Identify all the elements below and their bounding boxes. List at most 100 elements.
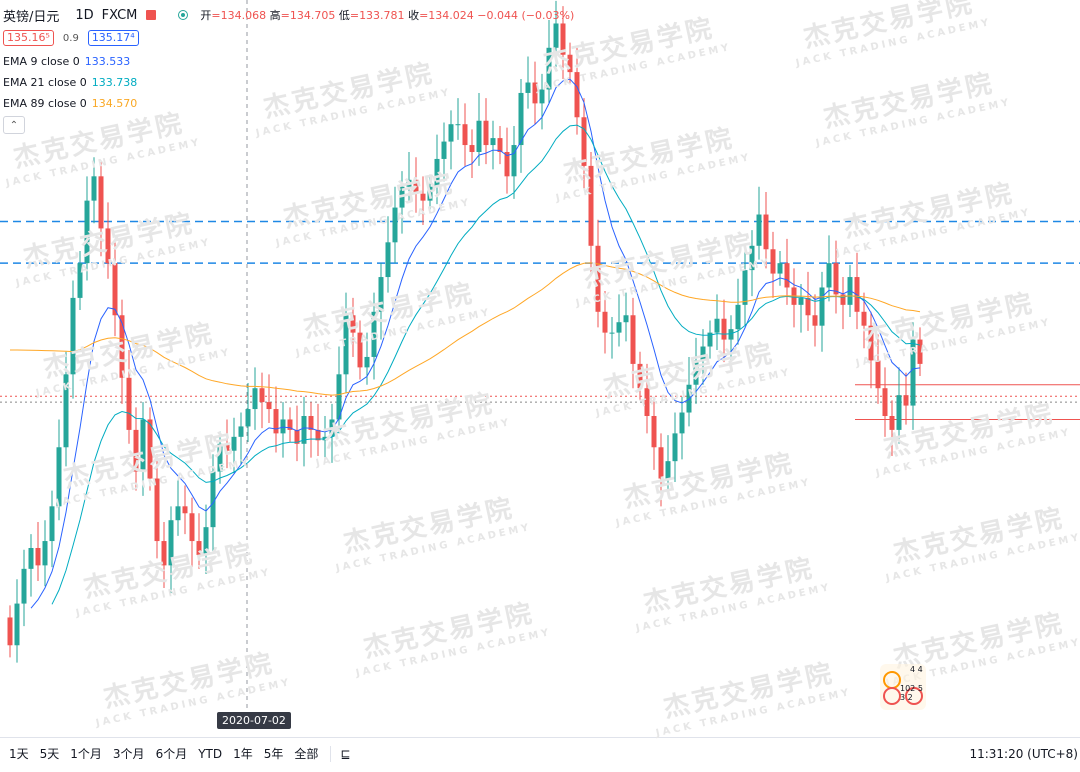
range-ytd[interactable]: YTD: [198, 746, 223, 761]
candle-body: [84, 200, 90, 264]
crosshair-date-label: 2020-07-02: [217, 712, 291, 729]
candle-body: [273, 409, 279, 434]
interval[interactable]: 1D: [75, 7, 94, 23]
candle-body: [455, 124, 461, 126]
signal-badge-icon: [880, 664, 926, 710]
candle-body: [784, 263, 790, 288]
candle-body: [630, 315, 636, 364]
ema9-line: [30, 78, 921, 609]
symbol-name[interactable]: 英镑/日元: [3, 9, 60, 25]
candle-body: [63, 374, 69, 448]
candle-body: [203, 527, 209, 555]
chart-area[interactable]: 186月1522208月179月1510月1911月1612月 杰克交易学院JA…: [0, 0, 1080, 739]
candle-body: [483, 120, 489, 146]
candle-body: [427, 186, 433, 201]
candle-body: [546, 47, 552, 90]
candle-body: [798, 297, 804, 305]
candle-body: [833, 263, 839, 295]
candle-body: [448, 124, 454, 142]
candle-body: [875, 360, 881, 389]
candle-body: [14, 603, 20, 646]
candle-body: [21, 568, 27, 604]
candle-body: [413, 179, 419, 194]
candle-body: [672, 433, 678, 462]
candle-body: [721, 318, 727, 340]
candle-body: [539, 89, 545, 104]
candle-body: [665, 461, 671, 479]
candle-body: [553, 23, 559, 48]
candle-body: [119, 315, 125, 378]
candle-body: [679, 412, 685, 434]
candle-body: [623, 315, 629, 323]
candle-body: [175, 506, 181, 521]
candle-body: [161, 541, 167, 566]
candle-body: [518, 92, 524, 146]
clock[interactable]: 11:31:20 (UTC+8): [969, 746, 1078, 761]
ask-price[interactable]: 135.17⁴: [87, 30, 139, 46]
candle-body: [315, 429, 321, 441]
ema21-line: [51, 124, 921, 605]
candle-body: [56, 447, 62, 507]
candle-body: [224, 443, 230, 451]
candle-body: [714, 318, 720, 333]
candle-body: [840, 294, 846, 305]
candle-body: [819, 287, 825, 326]
range-5d[interactable]: 5天: [39, 747, 60, 761]
range-5y[interactable]: 5年: [263, 747, 284, 761]
quote-row: 135.16⁵ 0.9 135.17⁴: [3, 28, 574, 48]
candle-body: [196, 541, 202, 555]
candle-body: [616, 322, 622, 333]
candle-body: [378, 277, 384, 312]
candle-body: [259, 388, 265, 403]
candle-body: [287, 419, 293, 430]
candle-body: [756, 214, 762, 246]
price-chart[interactable]: 186月1522208月179月1510月1911月1612月: [0, 0, 1080, 712]
candle-body: [364, 356, 370, 368]
candle-body: [651, 416, 657, 448]
indicator-ema9[interactable]: EMA 9 close 0 133.533: [3, 55, 131, 68]
bid-price[interactable]: 135.16⁵: [3, 30, 54, 46]
candle-body: [217, 443, 223, 472]
candle-body: [231, 436, 237, 451]
candle-body: [602, 311, 608, 333]
go-to-date-icon[interactable]: ⊑: [340, 746, 351, 761]
candle-body: [35, 548, 41, 566]
range-1m[interactable]: 1个月: [70, 747, 102, 761]
collapse-legend-button[interactable]: ⌃: [3, 116, 25, 134]
badge-count-top: 4 4: [910, 665, 923, 674]
candle-body: [525, 82, 531, 93]
indicator-ema89[interactable]: EMA 89 close 0 134.570: [3, 97, 138, 110]
candle-body: [742, 270, 748, 305]
candle-body: [189, 513, 195, 542]
chart-legend: 英镑/日元 1D FXCM 开=134.068 高=134.705 低=133.…: [3, 5, 574, 134]
candle-body: [294, 429, 300, 444]
indicator-ema21[interactable]: EMA 21 close 0 133.738: [3, 76, 138, 89]
candle-body: [91, 176, 97, 201]
candle-body: [98, 176, 104, 229]
exchange: FXCM: [101, 7, 138, 23]
candle-body: [490, 138, 496, 146]
candle-body: [140, 419, 146, 472]
range-1y[interactable]: 1年: [233, 747, 253, 761]
symbol-row: 英镑/日元 1D FXCM 开=134.068 高=134.705 低=133.…: [3, 5, 574, 25]
range-3m[interactable]: 3个月: [112, 747, 145, 761]
range-6m[interactable]: 6个月: [155, 747, 188, 761]
candle-body: [497, 138, 503, 152]
candle-body: [735, 304, 741, 330]
candle-body: [343, 315, 349, 375]
candle-body: [42, 541, 48, 566]
candle-body: [644, 388, 650, 416]
flag-icon[interactable]: [146, 10, 157, 20]
candle-body: [805, 297, 811, 316]
range-1d[interactable]: 1天: [9, 747, 29, 761]
candle-body: [861, 311, 867, 326]
candle-body: [889, 416, 895, 430]
candle-body: [77, 263, 83, 298]
candle-body: [469, 145, 475, 152]
candle-body: [462, 124, 468, 146]
signal-badge[interactable]: 4 4 102 5 3 2: [878, 662, 928, 712]
candle-body: [826, 263, 832, 288]
candle-body: [588, 165, 594, 246]
range-all[interactable]: 全部: [294, 747, 319, 761]
candle-body: [245, 409, 251, 427]
